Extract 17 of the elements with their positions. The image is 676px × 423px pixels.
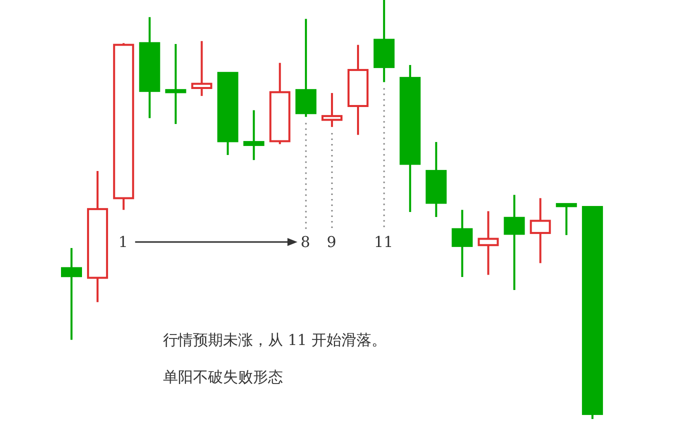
candlestick	[295, 18, 316, 118]
candlestick	[452, 208, 473, 278]
candlestick	[478, 210, 499, 276]
annotation: 单阳不破失败形态	[163, 368, 283, 386]
annotation: 9	[326, 233, 336, 251]
candlestick	[61, 247, 82, 341]
annotation: 1	[118, 233, 128, 251]
candlestick	[556, 203, 577, 236]
candlestick	[191, 40, 212, 97]
candlestick	[243, 109, 264, 162]
annotation: 行情预期未涨，从 11 开始滑落。	[163, 331, 387, 349]
candlestick	[504, 194, 525, 291]
candlestick	[530, 197, 551, 264]
annotation: 8	[300, 233, 310, 251]
annotation: 11	[374, 233, 394, 251]
candlestick	[165, 42, 186, 126]
candlestick	[321, 92, 342, 128]
